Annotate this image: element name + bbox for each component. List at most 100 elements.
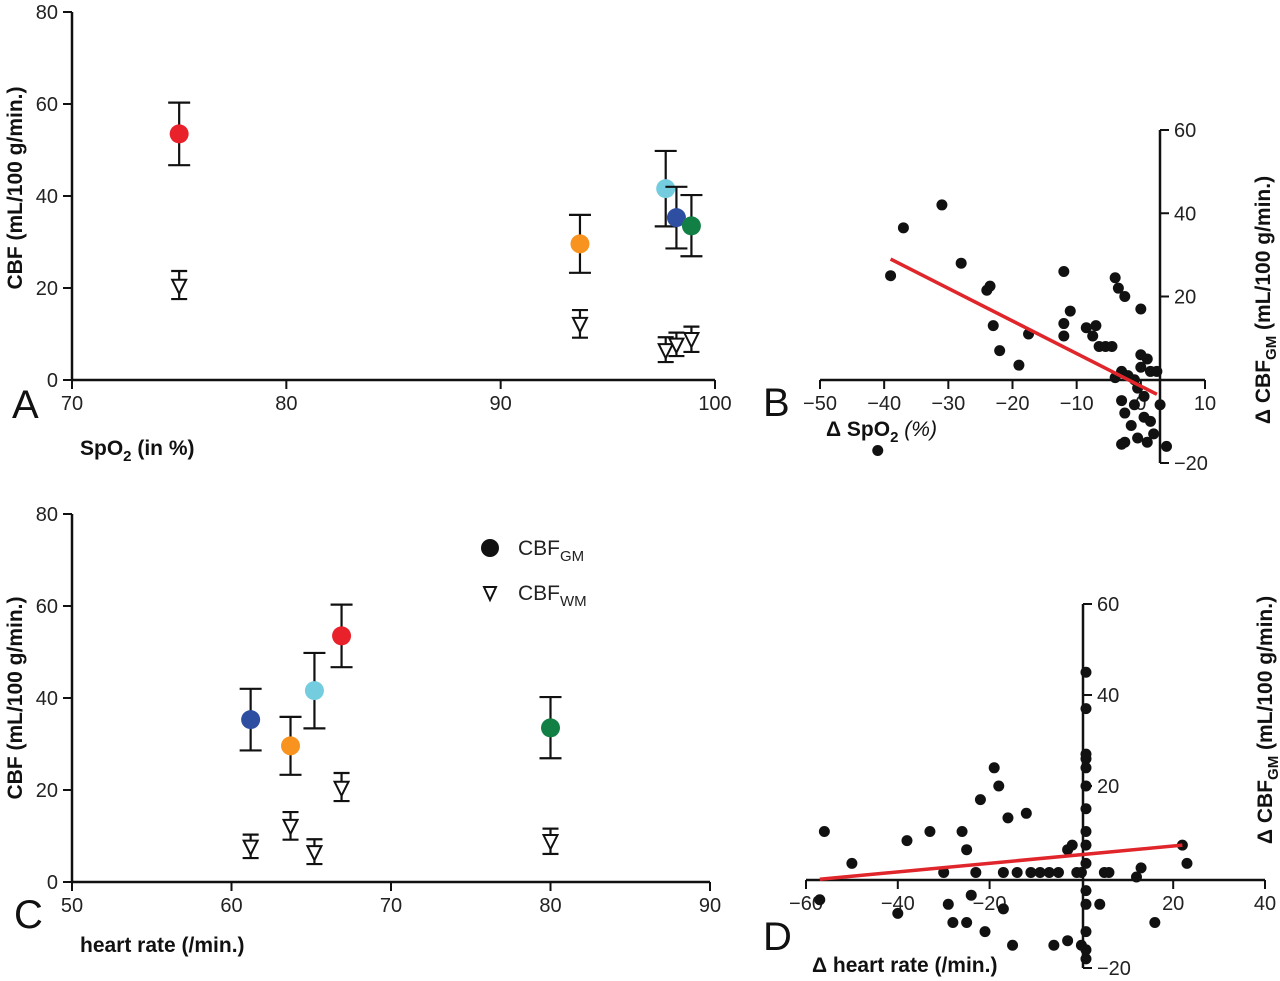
panel-d-point xyxy=(1011,866,1023,878)
panel-d-y-tick-label: 40 xyxy=(1097,685,1119,707)
panel-b-point xyxy=(1151,365,1163,377)
panel-d-point xyxy=(1080,826,1092,837)
panel-d-x-tick-label: −40 xyxy=(881,893,915,915)
panel-a-gm-point-lightblue xyxy=(656,179,676,199)
panel-d-x-tick-label: 40 xyxy=(1254,893,1276,915)
panel-b-x-tick-label: 10 xyxy=(1194,393,1216,415)
panel-b-x-tick-label: −20 xyxy=(996,393,1030,415)
panel-a-y-tick-label: 20 xyxy=(36,278,58,300)
panel-a-x-tick-label: 80 xyxy=(275,393,297,415)
panel-d-regression-line xyxy=(819,843,1183,882)
panel-d-y-tick-label: 60 xyxy=(1097,594,1119,616)
panel-d-point xyxy=(892,907,904,919)
panel-a-wm-point xyxy=(682,332,701,350)
panel-c-wm-point xyxy=(242,839,260,857)
panel-b-x-tick-label: 0 xyxy=(1135,393,1146,415)
panel-c-gm-point-red xyxy=(332,626,352,646)
panel-b-y-tick-label: −20 xyxy=(1174,453,1208,475)
panel-b-point xyxy=(1135,303,1147,315)
panel-c-letter: C xyxy=(14,893,43,937)
panel-d-point xyxy=(1094,898,1106,910)
legend-wm-label: CBFWM xyxy=(518,582,587,610)
panel-a-x-axis-label: SpO2 (in %) xyxy=(80,437,195,465)
panel-b-point xyxy=(1064,305,1076,317)
panel-d-point xyxy=(997,903,1009,915)
panel-d-point xyxy=(1080,666,1092,678)
panel-b-point xyxy=(872,445,884,457)
panel-d-point xyxy=(1080,803,1092,815)
panel-c-x-tick-label: 70 xyxy=(380,895,402,917)
panel-d-point xyxy=(814,894,826,906)
legend-gm-label: CBFGM xyxy=(518,537,584,565)
panel-b-point xyxy=(987,320,999,332)
panel-b-point xyxy=(1128,399,1140,411)
panel-d-point xyxy=(1181,857,1193,869)
panel-b-y-tick-label: 20 xyxy=(1174,287,1196,309)
panel-d-point xyxy=(1066,839,1078,851)
panel-d-point xyxy=(988,762,1000,774)
panel-a-gm-point-blue xyxy=(666,208,686,228)
panel-a-y-tick-label: 60 xyxy=(36,94,58,116)
panel-d-point xyxy=(1080,839,1092,851)
panel-c-wm-point xyxy=(332,780,351,798)
panel-d-point xyxy=(1149,917,1161,928)
panel-d-point xyxy=(1007,939,1019,951)
panel-b-letter: B xyxy=(763,381,790,425)
panel-c-y-tick-label: 60 xyxy=(36,596,58,618)
panel-a-wm-point xyxy=(657,343,675,361)
panel-b-point xyxy=(1116,438,1128,450)
panel-b-point xyxy=(984,280,996,292)
panel-b-x-tick-label: −40 xyxy=(867,393,901,415)
panel-b-point xyxy=(1058,318,1070,330)
panel-d-point xyxy=(1080,944,1092,956)
panel-d-point xyxy=(961,844,973,856)
panel-d-point xyxy=(901,835,913,847)
panel-a: 70 80 90 100 0 20 40 60 80 CBF (mL/100 g/min.) S… xyxy=(4,2,732,465)
panel-d-point xyxy=(979,926,991,938)
panel-c-wm-point xyxy=(305,845,324,863)
panel-c-x-tick-label: 60 xyxy=(220,895,242,917)
panel-a-wm-point xyxy=(667,337,686,355)
panel-d-point xyxy=(1130,871,1142,883)
panel-d-point xyxy=(1080,898,1092,910)
panel-b-x-tick-label: −30 xyxy=(931,393,965,415)
panel-b-point xyxy=(1125,420,1137,432)
panel-b-regression-line xyxy=(889,257,1158,396)
panel-d-letter: D xyxy=(763,915,792,959)
panel-d-point xyxy=(1075,866,1087,878)
panel-b-point xyxy=(1144,415,1156,427)
panel-b-point xyxy=(1087,330,1099,342)
panel-c-x-tick-label: 90 xyxy=(699,895,721,917)
panel-b-y-axis-label: Δ CBFGM (mL/100 g/min.) xyxy=(1252,176,1280,424)
panel-b-point xyxy=(1135,361,1147,373)
panel-b-point xyxy=(1141,353,1153,365)
panel-c-x-tick-label: 80 xyxy=(539,895,561,917)
panel-d-point xyxy=(961,917,973,928)
panel-d-point xyxy=(965,889,977,901)
panel-d-point xyxy=(1025,866,1037,878)
panel-c-x-tick-label: 50 xyxy=(61,895,83,917)
panel-c-wm-point xyxy=(541,834,560,852)
panel-d-point xyxy=(1048,939,1060,951)
panel-a-letter: A xyxy=(12,383,39,427)
panel-c-wm-point xyxy=(281,818,300,837)
panel-d-point xyxy=(1002,812,1014,824)
panel-d-point xyxy=(1080,857,1092,869)
panel-c-y-tick-label: 20 xyxy=(36,780,58,802)
panel-d-point xyxy=(1135,862,1147,874)
panel-d-point xyxy=(1020,807,1032,819)
panel-c-gm-point-lightblue xyxy=(304,681,324,701)
panel-a-y-tick-label: 40 xyxy=(36,186,58,208)
panel-d-point xyxy=(970,866,982,878)
panel-c-y-axis-label: CBF (mL/100 g/min.) xyxy=(4,596,27,799)
panel-c-y-tick-label: 0 xyxy=(47,872,58,894)
panel-b-point xyxy=(1141,436,1153,448)
panel-b-point xyxy=(1119,407,1131,419)
panel-b-point xyxy=(936,199,948,211)
panel-a-wm-point xyxy=(170,278,188,296)
panel-d-point xyxy=(1080,762,1092,774)
panel-c-gm-point-green xyxy=(541,718,560,738)
panel-d-point xyxy=(1103,866,1115,878)
